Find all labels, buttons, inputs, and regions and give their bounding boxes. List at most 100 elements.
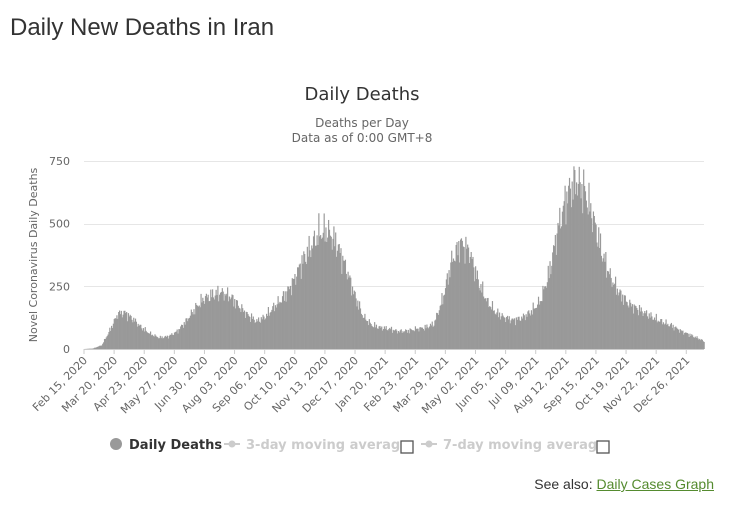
bar [663,324,665,349]
bar [207,294,209,349]
legend-7-day-checkbox[interactable] [596,440,610,454]
bar [132,322,134,349]
bar [246,312,248,349]
legend: Daily Deaths 3-day moving average 7-day … [110,438,610,454]
bar [391,332,393,349]
y-tick-label: 250 [49,280,70,293]
bar [99,345,101,349]
bar [354,291,356,349]
bar [239,308,241,349]
bar [529,313,531,349]
bars [84,166,705,349]
bar [322,232,324,349]
bar [240,311,242,349]
bar [285,301,287,349]
legend-item-3-day-average[interactable]: 3-day moving average [224,438,409,453]
bar [616,288,618,349]
bar [692,335,694,349]
bar [163,337,165,349]
bar [482,281,484,349]
bar [265,318,267,349]
bar [608,274,610,349]
bar [400,329,402,349]
bar [359,308,362,349]
bar [444,288,447,349]
bar [455,244,457,349]
bar [423,330,425,349]
bar [278,303,280,349]
bar [179,329,181,349]
bar [142,328,145,349]
bar [289,289,291,349]
bar [552,252,554,349]
bar [434,320,436,349]
bar [424,324,426,349]
bar [111,328,114,349]
bar [281,302,283,349]
bar [190,309,192,349]
bar [338,243,340,349]
bar [131,319,133,349]
bar [188,318,190,349]
bar [268,315,270,349]
bar [564,185,566,349]
bar [660,319,662,349]
bar [568,177,571,349]
bar [107,334,109,349]
bar [565,224,567,349]
bar [363,317,365,349]
bar [199,307,201,349]
bar [617,295,619,349]
bar [162,338,164,349]
bar [630,306,633,349]
bar [643,313,645,349]
bar [392,329,394,349]
bar [488,307,490,349]
bar [414,326,416,349]
bar [149,331,152,349]
bar [532,302,534,349]
bar [531,314,533,349]
bar [103,338,106,349]
bar [315,245,317,349]
bar [201,302,203,349]
bar [366,321,368,349]
daily-cases-graph-link[interactable]: Daily Cases Graph [596,476,715,492]
bar [221,288,223,349]
bar [686,332,688,349]
bar [472,256,474,349]
bar [408,333,410,349]
bar [110,330,112,349]
bar [588,182,590,349]
bar [683,334,685,349]
bar [529,315,532,349]
legend-item-daily-deaths[interactable]: Daily Deaths [110,438,222,453]
bar [203,301,205,349]
bar [583,185,586,349]
bar [302,263,304,349]
bar [130,315,132,349]
legend-3-day-checkbox[interactable] [400,440,414,454]
bar [98,346,100,349]
bar [290,295,292,349]
bar [257,321,259,349]
bar [607,271,610,349]
bar [214,295,216,349]
bar [591,232,594,349]
bar [446,273,448,349]
bar [673,330,675,349]
bar [552,245,555,349]
bar [491,301,494,349]
bar [510,320,512,349]
bar [195,302,197,349]
legend-item-7-day-average[interactable]: 7-day moving average [421,438,606,453]
bar [439,305,441,349]
bar [700,340,702,349]
bar [431,321,433,349]
bar [142,330,144,349]
bar [607,270,609,349]
bar [700,339,703,349]
bar [572,199,574,349]
bar [459,239,462,349]
bar [205,293,207,349]
